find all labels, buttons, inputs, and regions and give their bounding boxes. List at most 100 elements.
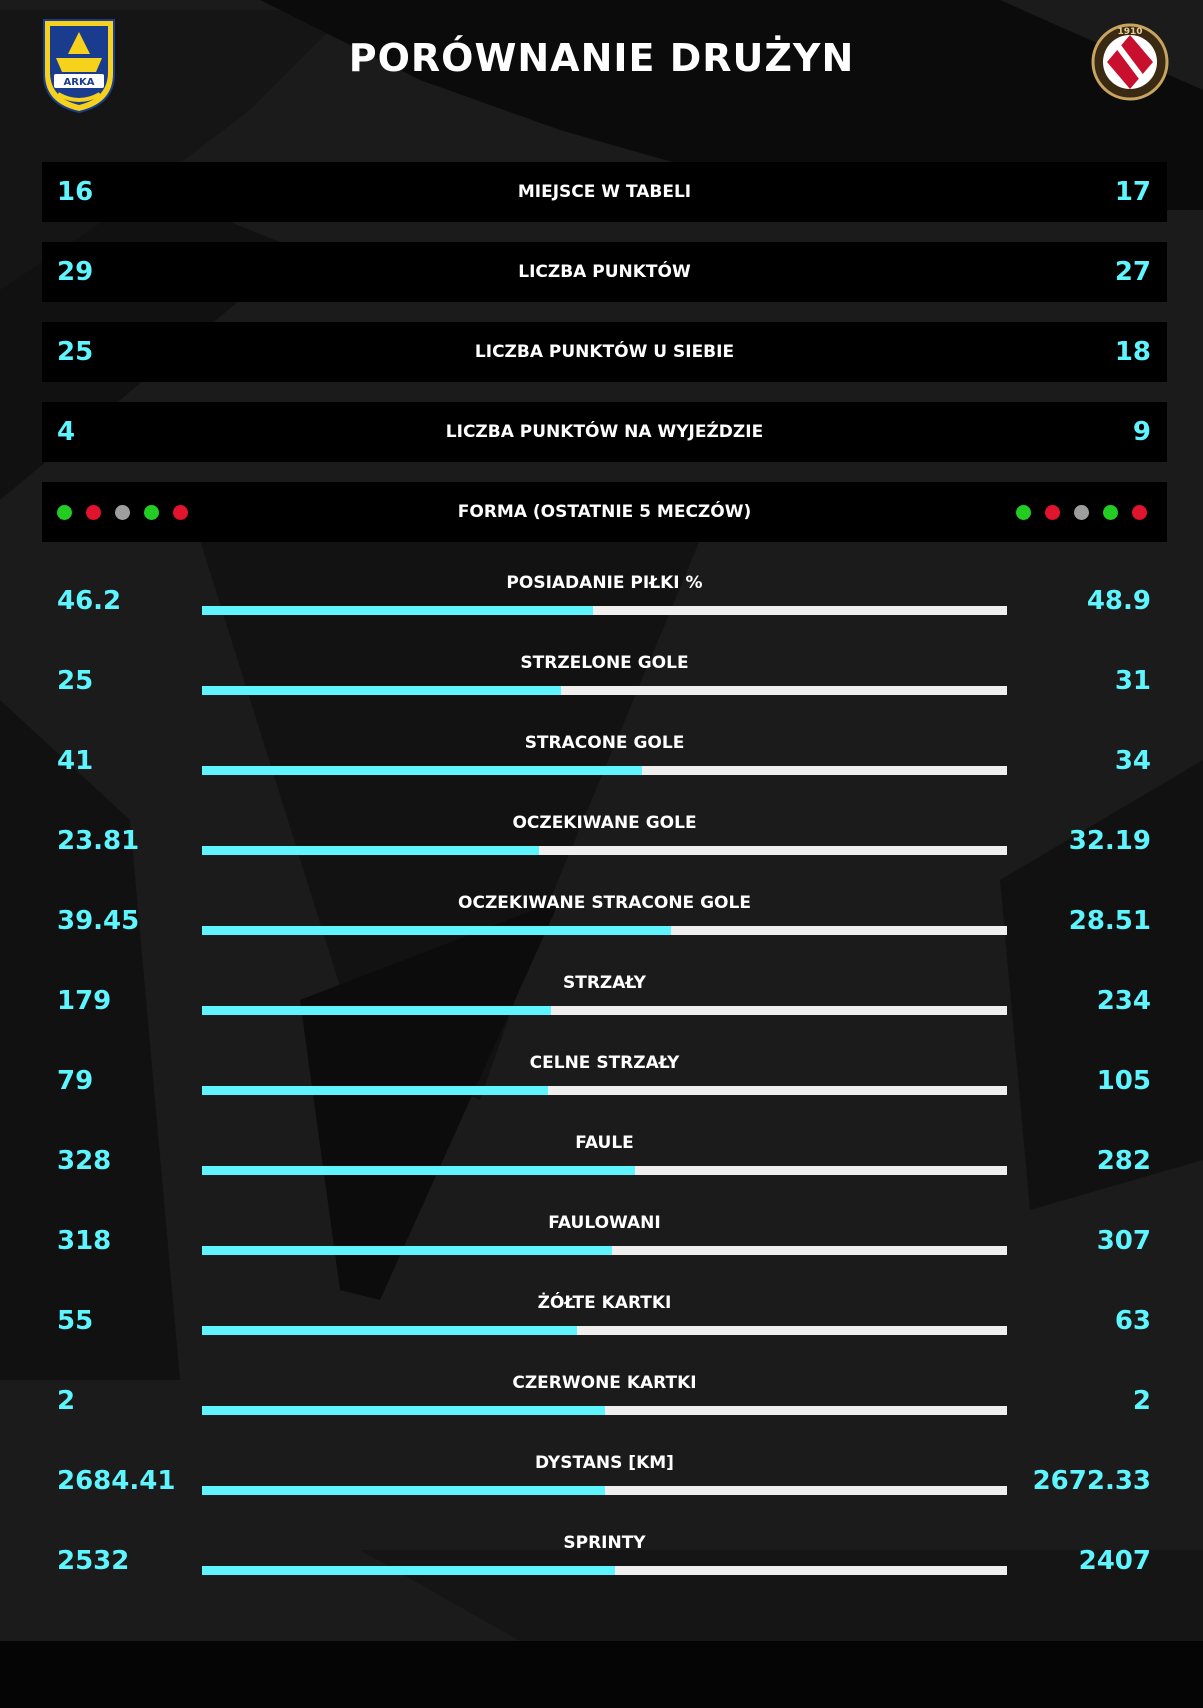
away-value: 2 [1132, 1386, 1151, 1416]
stat-label: SPRINTY [563, 1533, 646, 1553]
stat-row: 2532 SPRINTY 2407 [0, 1531, 1203, 1611]
comparison-bar [202, 1326, 1007, 1335]
away-value: 2407 [1078, 1546, 1151, 1576]
stat-row: 318 FAULOWANI 307 [0, 1211, 1203, 1291]
home-value: 25 [57, 666, 94, 696]
row-background [42, 242, 1167, 302]
home-value: 4 [57, 417, 76, 447]
away-value: 105 [1096, 1066, 1151, 1096]
row-label: FORMA (OSTATNIE 5 MECZÓW) [457, 502, 752, 522]
stat-label: CELNE STRZAŁY [529, 1053, 680, 1073]
home-value: 2 [57, 1386, 76, 1416]
row-background [42, 402, 1167, 462]
arka-gdynia-crest-icon: ARKA [43, 19, 115, 114]
footer-band [0, 1641, 1203, 1708]
comparison-bar-home-fill [202, 686, 562, 695]
stat-row: 39.45 OCZEKIWANE STRACONE GOLE 28.51 [0, 891, 1203, 971]
comparison-bar [202, 1566, 1007, 1575]
comparison-bar [202, 1166, 1007, 1175]
comparison-bar-home-fill [202, 846, 540, 855]
away-value: 32.19 [1068, 826, 1151, 856]
away-value: 63 [1114, 1306, 1151, 1336]
away-value: 34 [1114, 746, 1151, 776]
form-loss-dot [1045, 504, 1060, 520]
summary-row-table-position: 16 MIEJSCE W TABELI 17 [0, 162, 1203, 222]
stat-label: STRZELONE GOLE [520, 653, 689, 673]
stat-label: FAULOWANI [548, 1213, 661, 1233]
away-value: 282 [1096, 1146, 1151, 1176]
away-value: 48.9 [1086, 586, 1151, 616]
svg-text:ARKA: ARKA [64, 77, 95, 88]
away-value: 28.51 [1068, 906, 1151, 936]
comparison-bar-home-fill [202, 1566, 615, 1575]
home-value: 16 [57, 177, 94, 207]
stat-row: 179 STRZAŁY 234 [0, 971, 1203, 1051]
row-background [42, 322, 1167, 382]
row-background [42, 482, 1167, 542]
stat-label: POSIADANIE PIŁKI % [506, 573, 703, 593]
comparison-bar [202, 1486, 1007, 1495]
home-value: 46.2 [57, 586, 122, 616]
stat-label: ŻÓŁTE KARTKI [537, 1293, 672, 1313]
svg-text:1910: 1910 [1117, 27, 1142, 37]
comparison-bar-home-fill [202, 606, 594, 615]
away-form-dots [1016, 482, 1147, 542]
form-loss-dot [86, 504, 101, 520]
home-value: 55 [57, 1306, 94, 1336]
home-value: 2684.41 [57, 1466, 176, 1496]
stat-row: 328 FAULE 282 [0, 1131, 1203, 1211]
comparison-bar-home-fill [202, 766, 643, 775]
away-value: 9 [1132, 417, 1151, 447]
form-draw-dot [1074, 504, 1089, 520]
form-win-dot [57, 504, 72, 520]
comparison-bar [202, 1246, 1007, 1255]
stat-row: 46.2 POSIADANIE PIŁKI % 48.9 [0, 571, 1203, 651]
stat-row: 2 CZERWONE KARTKI 2 [0, 1371, 1203, 1451]
comparison-bar [202, 1406, 1007, 1415]
form-win-dot [1016, 504, 1031, 520]
comparison-bar-home-fill [202, 1166, 636, 1175]
comparison-bar [202, 926, 1007, 935]
comparison-bar-home-fill [202, 926, 672, 935]
stat-label: STRZAŁY [563, 973, 646, 993]
home-value: 318 [57, 1226, 112, 1256]
stat-label: STRACONE GOLE [524, 733, 685, 753]
away-value: 18 [1114, 337, 1151, 367]
summary-row-home-points: 25 LICZBA PUNKTÓW U SIEBIE 18 [0, 322, 1203, 382]
row-label: LICZBA PUNKTÓW [518, 262, 691, 282]
row-label: LICZBA PUNKTÓW NA WYJEŹDZIE [445, 422, 764, 442]
form-loss-dot [173, 504, 188, 520]
home-value: 23.81 [57, 826, 140, 856]
home-value: 328 [57, 1146, 112, 1176]
home-value: 29 [57, 257, 94, 287]
home-form-dots [57, 482, 188, 542]
away-value: 2672.33 [1032, 1466, 1151, 1496]
home-value: 79 [57, 1066, 94, 1096]
comparison-bar [202, 766, 1007, 775]
home-value: 2532 [57, 1546, 130, 1576]
comparison-bar [202, 1086, 1007, 1095]
comparison-bar-home-fill [202, 1006, 552, 1015]
stat-row: 55 ŻÓŁTE KARTKI 63 [0, 1291, 1203, 1371]
row-label: MIEJSCE W TABELI [517, 182, 692, 202]
row-label: LICZBA PUNKTÓW U SIEBIE [474, 342, 735, 362]
home-value: 39.45 [57, 906, 140, 936]
stat-row: 41 STRACONE GOLE 34 [0, 731, 1203, 811]
stat-row: 2684.41 DYSTANS [KM] 2672.33 [0, 1451, 1203, 1531]
comparison-bar-home-fill [202, 1406, 605, 1415]
comparison-bar [202, 1006, 1007, 1015]
home-value: 25 [57, 337, 94, 367]
row-background [42, 162, 1167, 222]
form-win-dot [1103, 504, 1118, 520]
form-row: FORMA (OSTATNIE 5 MECZÓW) [0, 482, 1203, 542]
away-value: 31 [1114, 666, 1151, 696]
stat-row: 79 CELNE STRZAŁY 105 [0, 1051, 1203, 1131]
stat-label: FAULE [575, 1133, 634, 1153]
stat-row: 25 STRZELONE GOLE 31 [0, 651, 1203, 731]
comparison-bar-home-fill [202, 1486, 606, 1495]
away-value: 27 [1114, 257, 1151, 287]
away-value: 307 [1096, 1226, 1151, 1256]
comparison-bar-home-fill [202, 1246, 612, 1255]
comparison-bar-home-fill [202, 1326, 578, 1335]
stat-row: 23.81 OCZEKIWANE GOLE 32.19 [0, 811, 1203, 891]
